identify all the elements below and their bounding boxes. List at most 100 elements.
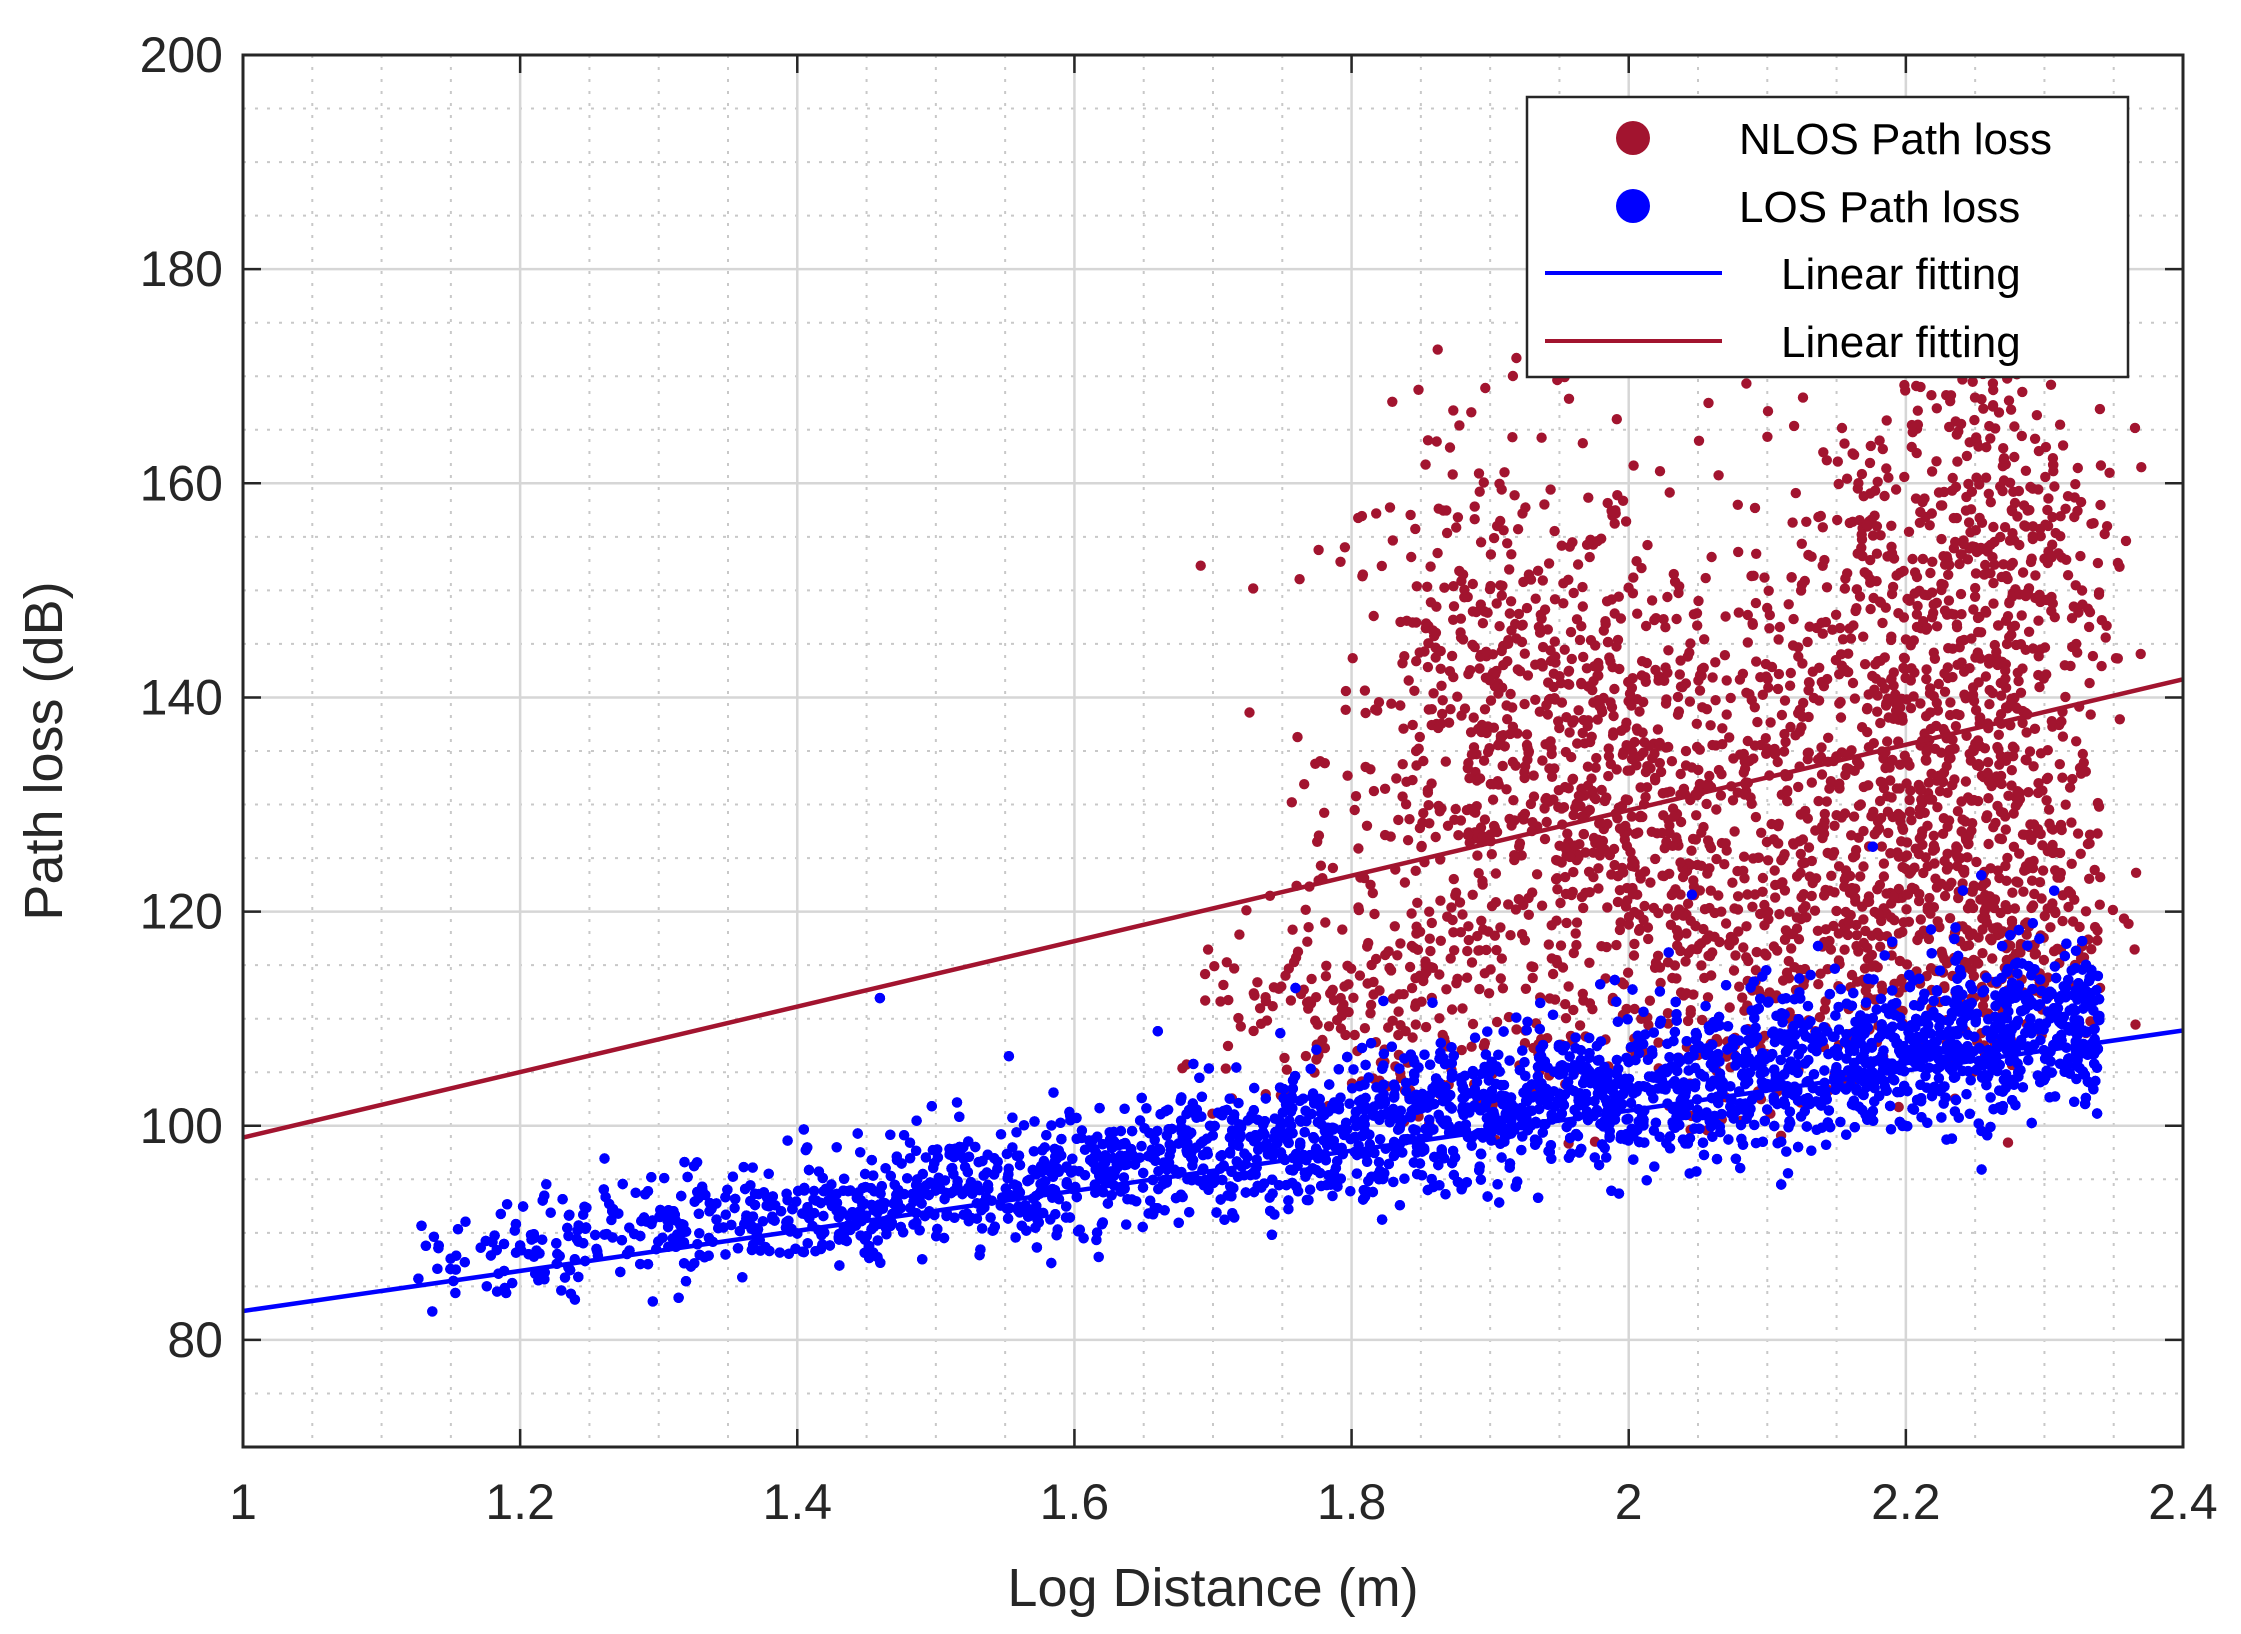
nlos-point: [1482, 746, 1494, 758]
nlos-point: [1452, 512, 1464, 523]
nlos-point: [1863, 780, 1874, 791]
nlos-point: [1625, 765, 1636, 776]
nlos-point: [2050, 907, 2061, 919]
nlos-point: [1472, 850, 1483, 861]
nlos-point: [1872, 656, 1884, 667]
nlos-point: [1750, 597, 1762, 609]
nlos-point: [2080, 766, 2091, 777]
nlos-point: [1818, 447, 1829, 458]
nlos-point: [1360, 707, 1371, 719]
nlos-point: [1611, 414, 1623, 425]
nlos-point: [1728, 753, 1739, 764]
nlos-point: [1521, 602, 1533, 614]
nlos-point: [2020, 644, 2031, 655]
nlos-point: [1549, 525, 1560, 537]
nlos-point: [1568, 809, 1579, 821]
nlos-point: [1840, 769, 1851, 781]
nlos-point: [1699, 904, 1711, 915]
nlos-point: [1411, 656, 1422, 667]
nlos-point: [1626, 700, 1637, 711]
nlos-point: [1896, 693, 1907, 704]
nlos-point: [2002, 611, 2014, 622]
nlos-point: [2006, 621, 2018, 633]
nlos-point: [1450, 887, 1462, 898]
nlos-point: [1416, 996, 1427, 1007]
nlos-point: [1400, 1026, 1411, 1037]
nlos-point: [1509, 490, 1520, 501]
nlos-point: [1420, 1021, 1432, 1033]
nlos-point: [1742, 889, 1753, 900]
nlos-point: [1929, 653, 1941, 664]
nlos-point: [1195, 560, 1206, 571]
nlos-point: [1753, 852, 1765, 863]
nlos-point: [1592, 695, 1604, 706]
nlos-point: [1849, 693, 1861, 704]
nlos-point: [1473, 868, 1484, 879]
nlos-point: [1510, 760, 1521, 771]
nlos-point: [1209, 961, 1220, 972]
nlos-point: [2023, 787, 2034, 798]
nlos-point: [1719, 650, 1731, 661]
nlos-point: [1446, 902, 1457, 913]
nlos-point: [2017, 829, 2029, 840]
nlos-point: [1504, 608, 1516, 619]
nlos-point: [1796, 579, 1808, 590]
nlos-point: [1926, 508, 1938, 519]
nlos-point: [1655, 977, 1666, 989]
nlos-point: [1452, 691, 1463, 702]
nlos-point: [1323, 1021, 1335, 1032]
nlos-point: [2114, 714, 2125, 725]
nlos-point: [1961, 491, 1972, 503]
nlos-point: [1794, 726, 1805, 737]
nlos-point: [1427, 625, 1439, 636]
nlos-point: [2089, 921, 2101, 933]
nlos-point: [2045, 922, 2056, 933]
nlos-point: [1768, 834, 1780, 845]
nlos-point: [2046, 823, 2057, 834]
nlos-point: [1516, 850, 1527, 861]
nlos-point: [1812, 925, 1824, 936]
nlos-point: [2120, 535, 2132, 547]
nlos-point: [1412, 944, 1424, 955]
nlos-point: [1943, 569, 1954, 580]
nlos-point: [1549, 636, 1561, 647]
nlos-point: [1299, 779, 1310, 790]
nlos-point: [1620, 516, 1632, 527]
nlos-point: [1800, 805, 1811, 817]
nlos-point: [1383, 1022, 1394, 1033]
nlos-point: [1313, 544, 1324, 556]
nlos-point: [1453, 830, 1464, 841]
nlos-point: [1834, 622, 1846, 634]
nlos-point: [1828, 920, 1839, 932]
nlos-point: [1775, 878, 1786, 890]
nlos-point: [1564, 541, 1576, 552]
nlos-point: [1568, 947, 1580, 959]
nlos-point: [2092, 828, 2103, 839]
nlos-point: [1595, 841, 1607, 852]
nlos-point: [1428, 688, 1439, 699]
nlos-point: [1693, 764, 1704, 776]
nlos-point: [1743, 955, 1754, 967]
nlos-point: [1177, 1063, 1188, 1074]
nlos-point: [1349, 1029, 1360, 1041]
nlos-point: [1713, 470, 1724, 481]
nlos-point: [1376, 560, 1388, 572]
nlos-point: [1904, 794, 1915, 806]
nlos-point: [1457, 1003, 1468, 1014]
nlos-point: [1835, 649, 1847, 660]
nlos-point: [1406, 908, 1417, 919]
nlos-point: [1821, 582, 1833, 593]
nlos-point: [1527, 972, 1538, 984]
nlos-point: [1763, 682, 1774, 693]
nlos-point: [1915, 698, 1926, 709]
nlos-point: [1643, 933, 1654, 945]
nlos-point: [1602, 497, 1613, 509]
nlos-point: [1368, 610, 1379, 622]
nlos-point: [1829, 820, 1840, 831]
nlos-point: [1560, 888, 1572, 900]
nlos-point: [1267, 1001, 1278, 1012]
nlos-point: [1462, 829, 1474, 841]
nlos-point: [1615, 613, 1627, 624]
nlos-point: [2077, 748, 2088, 760]
nlos-point: [1628, 950, 1640, 961]
